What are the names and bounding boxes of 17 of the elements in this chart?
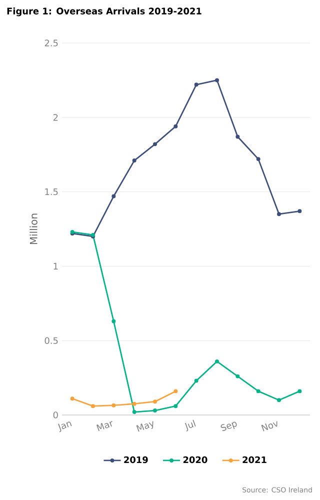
chart-title: Figure 1: Overseas Arrivals 2019-2021 bbox=[7, 8, 202, 16]
legend-label: 2019 bbox=[124, 456, 148, 464]
legend-label: 2021 bbox=[242, 456, 266, 464]
y-tick-label: 0 bbox=[53, 412, 58, 418]
y-axis-title: Million bbox=[30, 214, 38, 244]
y-tick-label: 1 bbox=[54, 262, 58, 270]
x-tick-label: Jan bbox=[58, 422, 72, 432]
x-tick-label: Nov bbox=[261, 421, 278, 432]
legend-label: 2020 bbox=[183, 456, 208, 464]
y-tick-label: 2 bbox=[53, 114, 58, 121]
x-tick-label: May bbox=[136, 421, 154, 432]
y-tick-label: 0.5 bbox=[44, 337, 58, 344]
y-tick-label: 1.5 bbox=[45, 188, 58, 196]
x-tick-label: Mar bbox=[96, 420, 112, 432]
y-tick-label: 2.5 bbox=[44, 40, 58, 46]
x-tick-label: Sep bbox=[220, 422, 237, 432]
x-tick-label: Jul bbox=[184, 420, 196, 432]
